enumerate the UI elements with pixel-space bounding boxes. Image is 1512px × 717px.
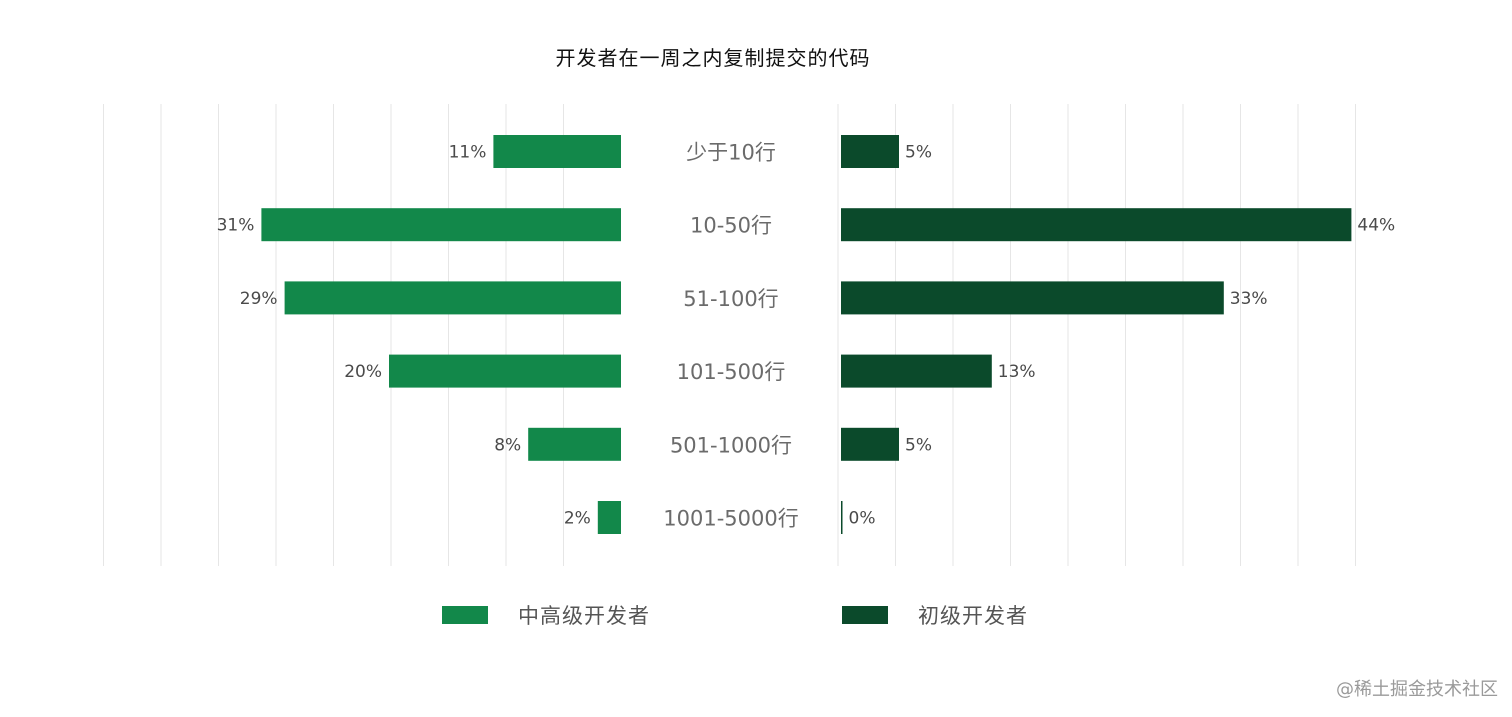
value-label-senior-3: 20%: [344, 362, 382, 382]
legend-item-senior: 中高级开发者: [442, 600, 650, 630]
chart-title: 开发者在一周之内复制提交的代码: [555, 46, 871, 70]
watermark: @稀土掘金技术社区: [1336, 679, 1498, 700]
legend-label-senior: 中高级开发者: [518, 604, 650, 628]
legend-swatch-junior: [842, 606, 888, 624]
bar-junior-1: [841, 208, 1352, 242]
bar-senior-1: [261, 208, 621, 242]
category-label-3: 101-500行: [677, 360, 786, 384]
value-label-senior-0: 11%: [449, 143, 487, 163]
value-label-senior-2: 29%: [240, 289, 278, 309]
legend-label-junior: 初级开发者: [918, 604, 1028, 628]
bar-junior-0: [841, 135, 899, 168]
bars: [261, 135, 1352, 534]
bar-junior-5: [841, 501, 843, 534]
legend-item-junior: 初级开发者: [842, 600, 1028, 630]
category-label-2: 51-100行: [683, 287, 778, 311]
value-label-senior-1: 31%: [217, 216, 255, 236]
value-label-junior-2: 33%: [1230, 289, 1268, 309]
value-label-junior-3: 13%: [998, 362, 1036, 382]
grid-lines: [103, 104, 1356, 566]
labels: 少于10行 11% 5% 10-50行 31% 44% 51-100行 29% 33% 101-5…: [217, 141, 1396, 531]
bar-senior-5: [597, 501, 621, 534]
bar-junior-3: [841, 354, 992, 388]
category-label-0: 少于10行: [686, 141, 776, 165]
value-label-junior-5: 0%: [849, 509, 876, 529]
value-label-junior-4: 5%: [905, 435, 932, 455]
category-label-5: 1001-5000行: [663, 507, 798, 531]
bar-senior-0: [493, 135, 621, 168]
legend-swatch-senior: [442, 606, 488, 624]
value-label-junior-1: 44%: [1357, 216, 1395, 236]
bar-junior-2: [841, 281, 1224, 315]
bar-junior-4: [841, 427, 899, 461]
value-label-senior-5: 2%: [564, 509, 591, 529]
value-label-senior-4: 8%: [494, 435, 521, 455]
bar-senior-2: [284, 281, 621, 315]
bar-senior-3: [389, 354, 621, 388]
category-label-4: 501-1000行: [670, 433, 792, 457]
bar-senior-4: [528, 427, 621, 461]
category-label-1: 10-50行: [690, 214, 772, 238]
value-label-junior-0: 5%: [905, 143, 932, 163]
